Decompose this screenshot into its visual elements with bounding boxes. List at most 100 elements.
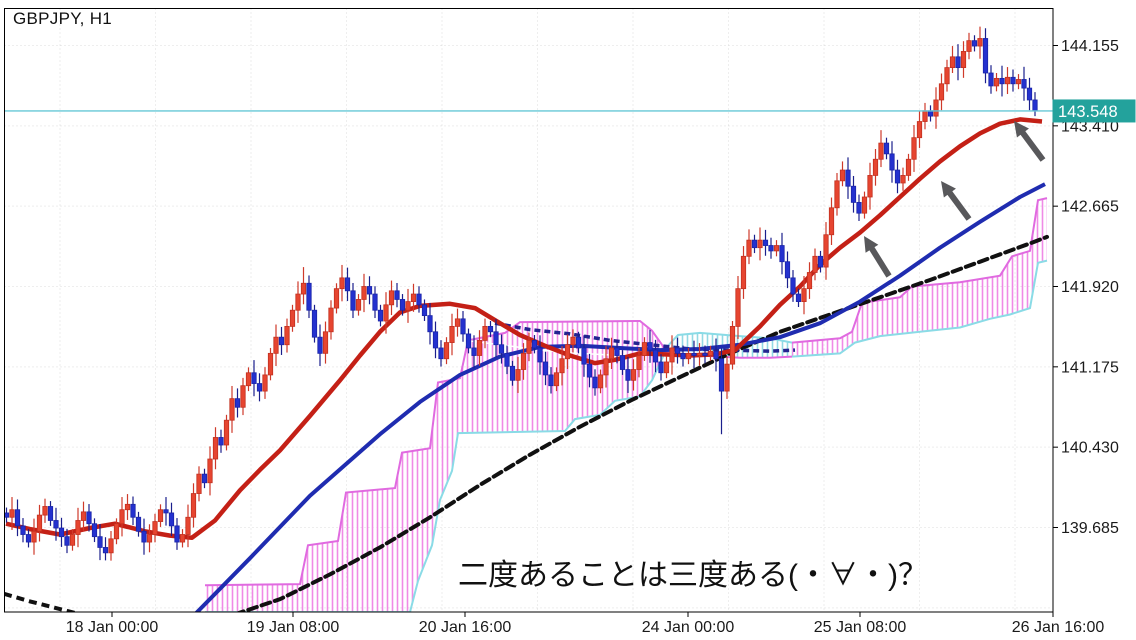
candle-down: [130, 503, 136, 518]
candle-up: [262, 374, 268, 392]
candle-up: [834, 180, 840, 209]
candle-down: [1010, 76, 1016, 85]
candle-down: [1026, 87, 1033, 101]
candle-down: [1032, 99, 1038, 112]
candle-up: [828, 207, 835, 236]
candle-up: [867, 175, 873, 198]
y-axis-label: 140.430: [1061, 440, 1119, 457]
candle-down: [421, 304, 428, 317]
candle-up: [570, 336, 576, 346]
candle-down: [751, 239, 758, 249]
candle-down: [306, 282, 312, 311]
candle-up: [993, 77, 1000, 87]
candle-up: [564, 344, 571, 360]
candle-up: [636, 355, 642, 370]
candle-up: [757, 239, 763, 249]
candle-up: [966, 40, 972, 52]
time-axis[interactable]: 18 Jan 00:00 19 Jan 08:00 20 Jan 16:00 24 J…: [66, 612, 1105, 636]
candle-down: [471, 347, 477, 356]
candle-down: [20, 525, 26, 535]
candle-down: [504, 352, 510, 367]
candle-down: [64, 536, 70, 546]
candle-up: [933, 99, 939, 117]
candle-down: [581, 347, 587, 365]
candle-up: [740, 255, 747, 290]
candle-down: [344, 277, 351, 292]
candle-up: [669, 347, 675, 363]
candle-down: [53, 520, 59, 529]
candle-up: [905, 158, 912, 176]
candle-down: [795, 293, 802, 302]
candle-down: [163, 509, 169, 514]
candle-down: [218, 437, 224, 446]
candle-up: [944, 67, 950, 85]
candle-up: [735, 288, 741, 327]
cloud-section-pink-1: [205, 321, 665, 612]
y-axis-label: 141.920: [1061, 279, 1119, 296]
candle-down: [625, 369, 631, 381]
candle-down: [91, 523, 98, 538]
candle-up: [685, 352, 692, 360]
candle-up: [146, 534, 153, 543]
candle-up: [916, 121, 923, 139]
candle-down: [790, 277, 796, 295]
candle-up: [724, 363, 730, 392]
candle-down: [680, 352, 686, 360]
candle-down: [817, 255, 824, 268]
candle-up: [108, 538, 114, 554]
candle-up: [80, 511, 87, 521]
up-arrow-shaft: [867, 244, 892, 278]
slow-ma-black: [235, 234, 1049, 612]
slow-ma-black-left: [4, 591, 80, 612]
candle-up: [212, 437, 219, 460]
kijun-dashed-line: [494, 321, 796, 353]
candle-up: [911, 137, 917, 160]
candle-down: [234, 398, 241, 408]
candle-down: [619, 355, 626, 370]
candle-down: [427, 315, 433, 333]
price-axis[interactable]: 144.155 143.410 142.665 141.920 141.175 140.4…: [1053, 38, 1119, 537]
candle-down: [432, 331, 439, 349]
candle-down: [251, 372, 257, 384]
candle-down: [168, 512, 175, 527]
x-axis-label: 26 Jan 16:00: [1012, 619, 1105, 636]
candle-down: [856, 201, 862, 214]
candle-up: [355, 299, 362, 311]
candle-up: [267, 352, 274, 376]
candle-down: [850, 185, 857, 203]
candle-down: [779, 245, 785, 263]
candle-up: [295, 293, 301, 311]
candle-up: [69, 534, 76, 546]
candle-down: [592, 376, 598, 389]
candle-down: [47, 506, 54, 521]
candle-up: [229, 398, 235, 421]
candle-up: [273, 336, 279, 354]
candle-up: [597, 374, 604, 389]
candle-down: [416, 293, 422, 306]
candle-up: [196, 473, 202, 494]
candle-down: [537, 347, 543, 363]
candle-down: [614, 347, 620, 356]
candle-down: [883, 142, 890, 155]
candle-up: [603, 358, 609, 376]
candle-down: [1021, 79, 1027, 89]
candle-down: [702, 352, 708, 356]
candle-up: [861, 196, 868, 214]
cloud-section-pink-2-bottom-border: [791, 259, 1048, 358]
candle-up: [663, 361, 670, 374]
candle-down: [542, 361, 549, 376]
candle-up: [333, 288, 340, 309]
candle-up: [36, 514, 43, 532]
up-arrow-head: [864, 236, 879, 253]
candle-up: [482, 325, 488, 341]
candle-down: [201, 473, 208, 484]
candle-down: [647, 342, 653, 351]
candle-down: [658, 361, 664, 374]
price-badge-value: 143.548: [1058, 103, 1118, 121]
candle-up: [300, 282, 307, 295]
candle-up: [223, 419, 230, 446]
candle-up: [1004, 76, 1011, 85]
up-arrow-head: [1014, 121, 1029, 138]
y-axis-label: 141.175: [1061, 359, 1119, 376]
